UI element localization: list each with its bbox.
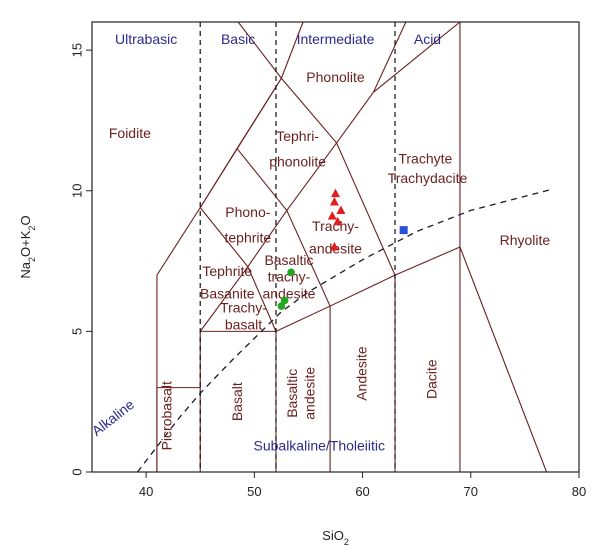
circle-point <box>287 268 295 277</box>
class-label: Acid <box>414 31 441 47</box>
field-label: basalt <box>225 316 262 332</box>
circle-point <box>277 302 286 310</box>
silica-class-dividers <box>199 22 396 472</box>
x-tick-label: 70 <box>464 484 478 499</box>
boundary-line <box>459 246 548 472</box>
series-label: Alkaline <box>89 396 138 439</box>
field-label: Basaltic <box>264 252 313 268</box>
boundary-line <box>156 207 201 276</box>
field-label: tephrite <box>224 229 271 245</box>
field-label: andesite <box>262 286 315 302</box>
axes: 40 50 60 70 80 0 5 10 15 SiO2 Na2O+K2O <box>18 43 586 547</box>
field-labels: Foidite Phonolite Tephri-phonolite Trachyte… <box>109 69 551 450</box>
boundary-line <box>329 274 396 307</box>
boundary-line <box>236 77 282 149</box>
y-tick-label: 0 <box>69 468 84 475</box>
class-label: Ultrabasic <box>115 31 177 47</box>
triangle-point <box>327 211 337 220</box>
boundary-line <box>286 210 331 307</box>
class-label: Intermediate <box>297 31 375 47</box>
triangle-point <box>333 216 343 226</box>
plot-frame <box>91 21 580 473</box>
field-label: Trachyte <box>398 151 452 167</box>
y-tick-label: 5 <box>69 328 84 335</box>
field-label: Foidite <box>109 125 151 141</box>
boundary-line <box>286 142 338 211</box>
class-label: Basic <box>221 31 255 47</box>
field-label: Phonolite <box>306 69 365 85</box>
square-point <box>399 226 408 235</box>
boundary-line <box>373 22 461 93</box>
boundary-line <box>199 266 249 332</box>
field-label: Trachy- <box>220 300 267 316</box>
triangle-point <box>329 242 339 251</box>
field-label: Picrobasalt <box>158 381 174 450</box>
field-boundaries <box>156 22 548 472</box>
field-label: Dacite <box>424 359 440 399</box>
field-label: phonolite <box>269 153 326 169</box>
boundary-line <box>275 305 331 332</box>
field-label: Tephri- <box>276 128 319 144</box>
field-label: Basaltic <box>284 369 300 418</box>
boundary-line <box>372 22 407 93</box>
field-label: trachy- <box>268 269 311 285</box>
boundary-line <box>394 246 461 276</box>
boundary-line <box>336 142 396 276</box>
alkaline-subalkaline-divider <box>136 188 553 472</box>
triangle-point <box>336 205 346 214</box>
boundary-line <box>280 77 338 144</box>
boundary-line <box>280 22 304 79</box>
x-tick-label: 60 <box>355 484 369 499</box>
boundary-line <box>236 148 288 211</box>
divider-curve <box>136 188 553 472</box>
boundary-line <box>336 91 374 144</box>
field-label: andesite <box>301 367 317 420</box>
boundary-line <box>199 148 238 208</box>
boundary-line <box>237 22 282 79</box>
series-label: Subalkaline/Tholeiitic <box>254 437 386 453</box>
field-label: Trachydacite <box>388 170 468 186</box>
data-points <box>277 188 408 310</box>
y-tick-label: 15 <box>69 43 84 57</box>
x-axis-title: SiO2 <box>322 528 349 547</box>
field-label: Trachy- <box>312 218 359 234</box>
field-label: Basanite <box>200 286 255 302</box>
boundary-line <box>247 266 277 332</box>
field-label: Basalt <box>229 382 245 421</box>
x-tick-label: 80 <box>572 484 586 499</box>
boundary-line <box>247 210 288 268</box>
x-tick-label: 40 <box>139 484 153 499</box>
circle-point <box>280 296 289 305</box>
triangle-point <box>329 197 339 206</box>
field-label: Rhyolite <box>500 232 551 248</box>
y-tick-label: 10 <box>69 184 84 198</box>
field-label: Tephrite <box>202 263 252 279</box>
boundary-line <box>199 207 249 268</box>
field-label: Phono- <box>225 204 270 220</box>
field-label: Andesite <box>353 346 369 401</box>
triangle-point <box>331 188 340 198</box>
x-tick-label: 50 <box>247 484 261 499</box>
y-axis-title: Na2O+K2O <box>18 215 37 278</box>
